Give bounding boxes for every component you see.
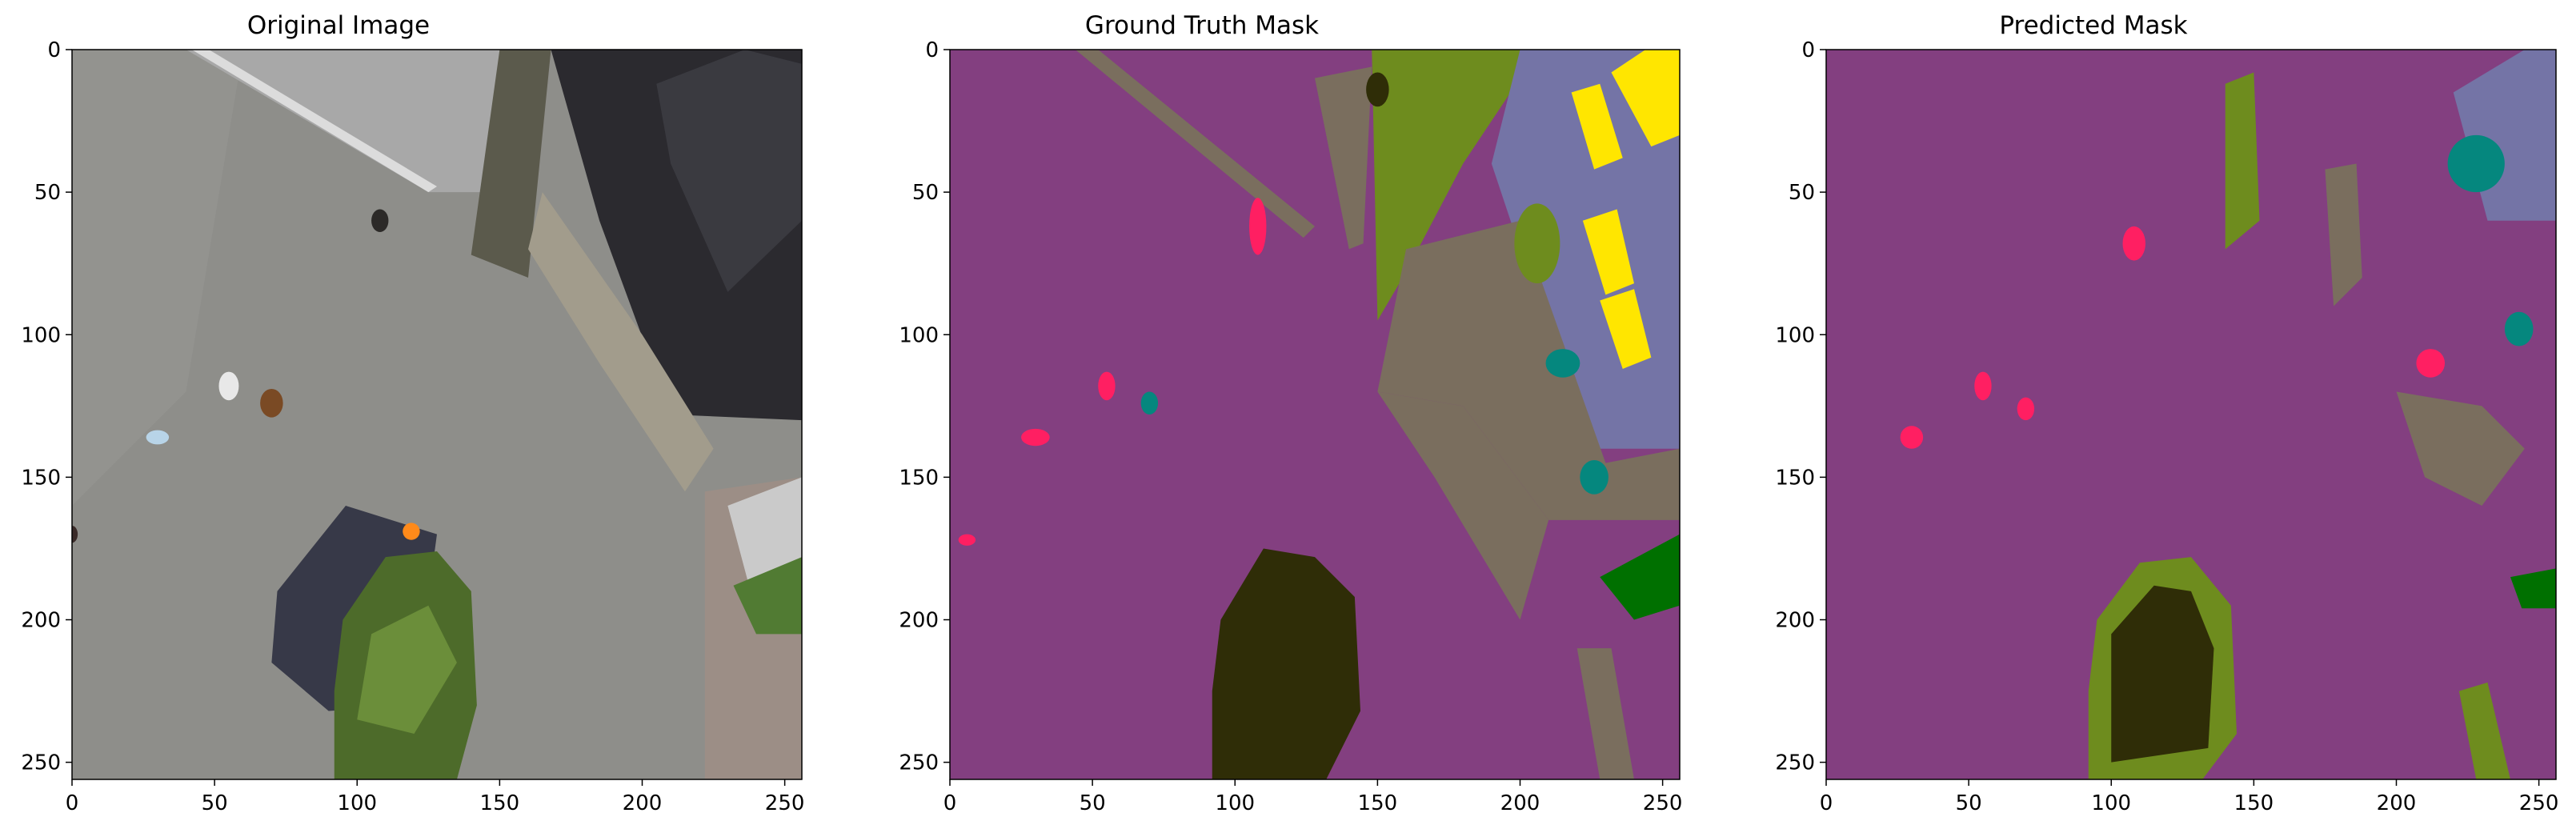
- panel-title: Predicted Mask: [1999, 11, 2188, 40]
- axes-frame: [949, 49, 1681, 780]
- x-tick-label: 100: [2091, 791, 2131, 815]
- original-image-panel: Original Image 0 50 100 150 200 250 0 50 100 150 2…: [0, 0, 832, 833]
- x-tick-label: 250: [1643, 791, 1683, 815]
- y-tick-label: 50: [1789, 181, 1815, 205]
- building-wing: [656, 50, 802, 292]
- car-yellow-3: [1582, 209, 1634, 295]
- asphalt-light-patch: [72, 50, 243, 506]
- x-tick-label: 50: [1080, 791, 1106, 815]
- teal-pred: [2447, 134, 2505, 193]
- x-tick-label: 0: [1820, 791, 1833, 815]
- gravel-strip: [528, 192, 714, 492]
- y-tick-label: 150: [899, 466, 939, 490]
- y-tick-label: 100: [21, 323, 61, 347]
- x-tick-label: 0: [66, 791, 79, 815]
- paved-strip-bottom: [1576, 648, 1634, 779]
- edge-object: [72, 525, 78, 543]
- tree-mask: [1212, 548, 1360, 779]
- teal-object: [1545, 349, 1580, 378]
- y-tick-label: 0: [1801, 38, 1815, 62]
- tree-highlight: [357, 605, 457, 734]
- y-tick-label: 150: [1775, 466, 1815, 490]
- hedge: [1514, 203, 1560, 284]
- manhole-teal: [1140, 391, 1159, 414]
- green-pred: [2510, 568, 2556, 609]
- y-tick-label: 250: [899, 751, 939, 775]
- teal-blob: [1580, 460, 1608, 495]
- x-tick-label: 150: [1358, 791, 1398, 815]
- image-content: [72, 50, 802, 779]
- x-tick-label: 50: [1956, 791, 1982, 815]
- y-tick-label: 150: [21, 466, 61, 490]
- car-yellow-4: [1600, 289, 1652, 369]
- green-lawn: [1600, 534, 1680, 620]
- vegetation-strip-pred: [2225, 72, 2260, 250]
- x-tick-label: 250: [765, 791, 805, 815]
- person-pred: [2017, 397, 2035, 421]
- y-tick-label: 100: [899, 323, 939, 347]
- ground-truth-panel: Ground Truth Mask 0 50 100 150 200 250 0 50 100 1…: [880, 0, 1713, 833]
- predicted-mask-panel: Predicted Mask 0 50 100 150 200 250 0 50 100 150 2…: [1757, 0, 2576, 833]
- x-tick-label: 200: [2377, 791, 2417, 815]
- person-pred: [1900, 426, 1924, 449]
- walkway: [471, 50, 551, 278]
- paved-strip-pred: [2325, 163, 2362, 306]
- paved-path: [1377, 391, 1549, 620]
- small-tree: [1366, 72, 1389, 107]
- y-tick-label: 0: [47, 38, 61, 62]
- image-content: [1826, 50, 2556, 779]
- person-lying: [146, 430, 170, 445]
- car-yellow-1: [1571, 83, 1623, 170]
- image-content: [950, 50, 1680, 779]
- y-tick-label: 200: [899, 609, 939, 633]
- paved-area-strip: [1377, 220, 1680, 520]
- manhole-left: [218, 371, 239, 401]
- x-tick-label: 50: [202, 791, 228, 815]
- manhole-right: [260, 388, 283, 418]
- person-mask: [1249, 198, 1267, 255]
- orange-object: [403, 523, 420, 540]
- x-tick-label: 100: [337, 791, 377, 815]
- grass-patch: [733, 557, 802, 635]
- x-tick-label: 150: [2234, 791, 2274, 815]
- axes-frame: [71, 49, 803, 780]
- person-pred: [2416, 349, 2446, 378]
- panel-title: Original Image: [246, 11, 431, 40]
- light-pavement: [727, 477, 802, 591]
- paved-area-pred: [2396, 391, 2525, 506]
- x-tick-label: 200: [623, 791, 663, 815]
- y-tick-label: 100: [1775, 323, 1815, 347]
- teal-pred-2: [2504, 311, 2534, 346]
- y-tick-label: 0: [925, 38, 939, 62]
- roof-edge-line: [1075, 50, 1315, 238]
- x-tick-label: 200: [1500, 791, 1540, 815]
- person-pred: [1974, 371, 1992, 401]
- y-tick-label: 50: [912, 181, 939, 205]
- person-pred: [2122, 226, 2145, 261]
- x-tick-label: 150: [480, 791, 520, 815]
- person-standing: [371, 209, 389, 232]
- panel-title: Ground Truth Mask: [1084, 11, 1320, 40]
- person-mask: [958, 534, 976, 546]
- path-segment: [1315, 66, 1372, 250]
- roof-edge: [191, 50, 437, 193]
- person-mask: [1021, 428, 1050, 447]
- person-mask: [1098, 371, 1116, 401]
- axes-frame: [1825, 49, 2557, 780]
- y-tick-label: 200: [21, 609, 61, 633]
- y-tick-label: 250: [21, 751, 61, 775]
- x-tick-label: 100: [1215, 791, 1255, 815]
- y-tick-label: 50: [34, 181, 61, 205]
- x-tick-label: 250: [2519, 791, 2559, 815]
- tree-pred-inner: [2111, 585, 2214, 763]
- x-tick-label: 0: [943, 791, 957, 815]
- building-roof: [186, 50, 528, 193]
- car-yellow-2: [1611, 50, 1680, 147]
- vegetation-bottom-pred: [2458, 682, 2510, 779]
- y-tick-label: 200: [1775, 609, 1815, 633]
- y-tick-label: 250: [1775, 751, 1815, 775]
